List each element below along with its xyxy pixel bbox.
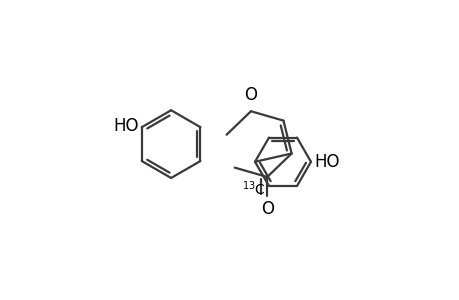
Text: $^{13}$C: $^{13}$C: [241, 179, 265, 198]
Text: HO: HO: [113, 117, 139, 135]
Text: HO: HO: [313, 153, 339, 171]
Text: O: O: [260, 200, 273, 218]
Text: O: O: [244, 86, 257, 104]
